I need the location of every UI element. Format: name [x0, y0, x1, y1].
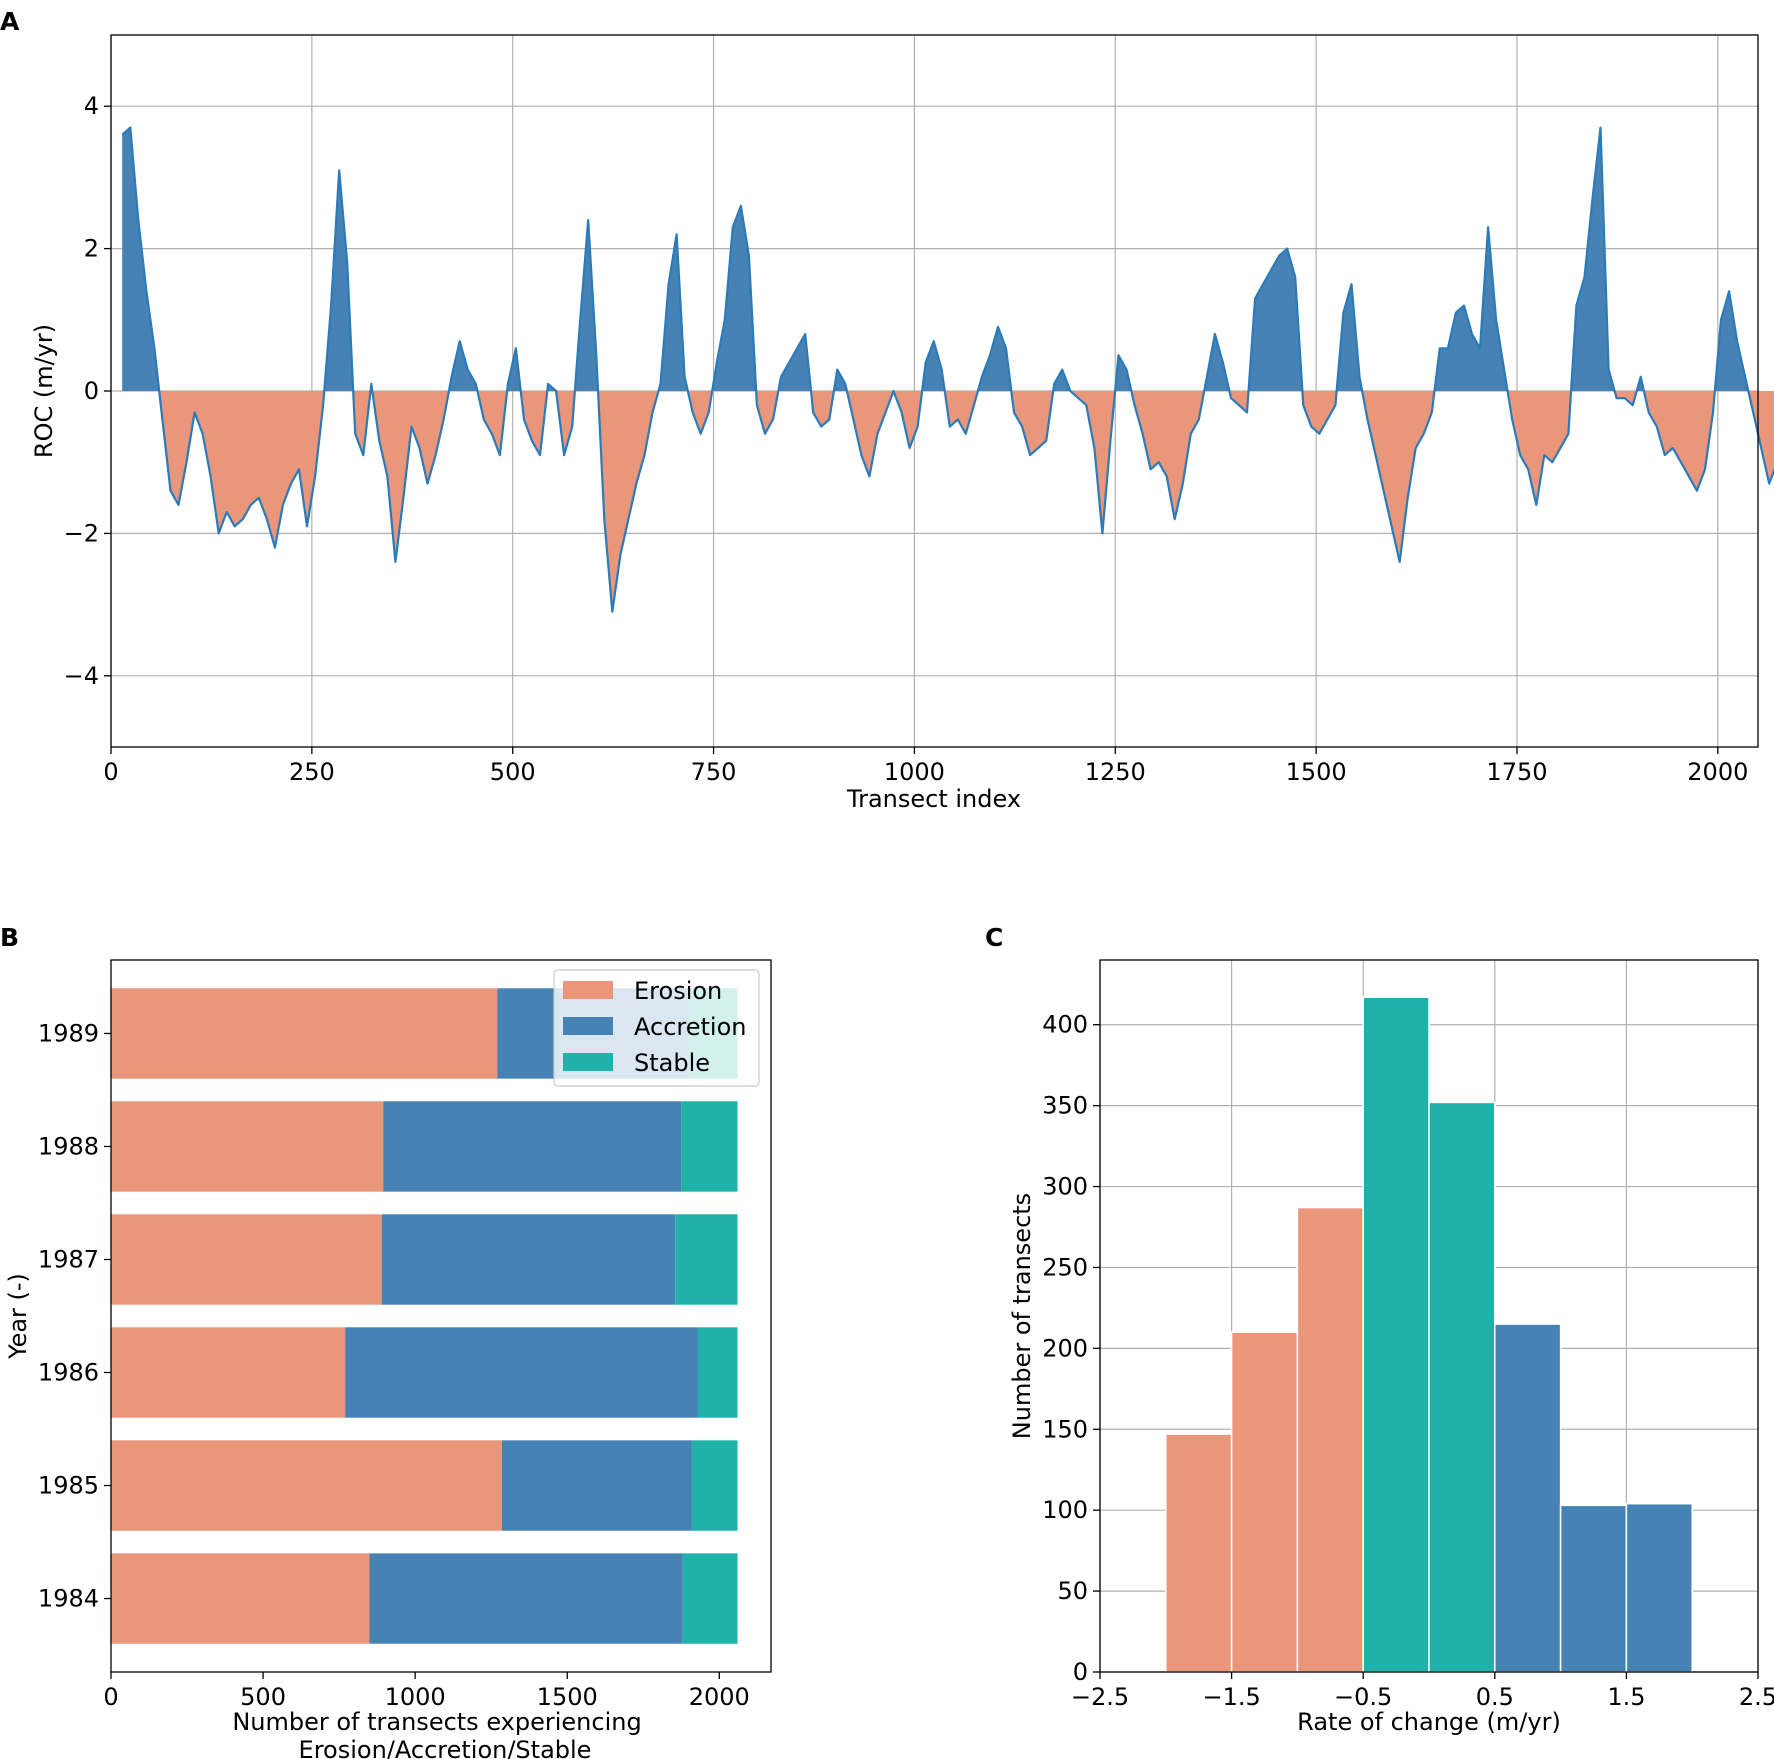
- panel-b-legend: Erosion Accretion Stable: [553, 969, 760, 1087]
- c-xtick-label: −2.5: [1071, 1683, 1129, 1711]
- legend-label-accretion: Accretion: [634, 1013, 746, 1041]
- c-hist-bar: [1296, 1206, 1364, 1673]
- b-ytick-label: 1987: [38, 1245, 99, 1273]
- panel-c: C −2.5 −1.5 −0.5 0.5 1.5 2.5 0 50 100 150 200 250 30…: [985, 923, 1774, 1736]
- a-xtick-label: 1750: [1486, 758, 1547, 786]
- c-ytick-label: 400: [1042, 1011, 1088, 1039]
- panel-b-ylabel: Year (-): [4, 1273, 32, 1360]
- a-ytick-label: 2: [84, 235, 99, 263]
- panel-c-ylabel: Number of transects: [1008, 1193, 1036, 1439]
- b-bar-erosion-1987: [111, 1214, 382, 1305]
- c-hist-bar: [1428, 1101, 1496, 1673]
- legend-swatch-accretion: [563, 1017, 613, 1035]
- panel-b-xlabel-line2: Erosion/Accretion/Stable: [299, 1736, 592, 1759]
- b-bar-accretion-1985: [501, 1440, 692, 1531]
- a-ytick-label: 0: [84, 377, 99, 405]
- c-ytick-label: 50: [1057, 1577, 1088, 1605]
- c-ytick-label: 300: [1042, 1173, 1088, 1201]
- b-ytick-label: 1988: [38, 1132, 99, 1160]
- c-hist-bar: [1559, 1504, 1628, 1673]
- panel-a-label: A: [0, 7, 20, 36]
- c-hist-bar: [1625, 1502, 1693, 1673]
- panel-b-xlabel-line1: Number of transects experiencing: [232, 1708, 641, 1736]
- a-ytick-label: 4: [84, 92, 99, 120]
- a-xtick-label: 1500: [1286, 758, 1347, 786]
- c-ytick-label: 100: [1042, 1496, 1088, 1524]
- panel-a-axes-frame: [110, 34, 1759, 748]
- c-ytick-label: 200: [1042, 1334, 1088, 1362]
- c-hist-bar: [1362, 996, 1430, 1673]
- legend-swatch-erosion: [563, 981, 613, 999]
- b-xtick-label: 1000: [385, 1683, 446, 1711]
- c-hist-bar: [1494, 1323, 1562, 1673]
- c-xtick-label: 2.5: [1739, 1683, 1774, 1711]
- panel-a-xlabel: Transect index: [846, 785, 1021, 813]
- panel-c-xlabel: Rate of change (m/yr): [1297, 1708, 1561, 1736]
- a-xtick-label: 0: [103, 758, 118, 786]
- b-bar-accretion-1988: [383, 1101, 682, 1192]
- b-bar-erosion-1988: [111, 1101, 384, 1192]
- legend-label-erosion: Erosion: [634, 977, 722, 1005]
- b-bar-accretion-1984: [369, 1553, 683, 1644]
- c-xtick-label: −1.5: [1202, 1683, 1260, 1711]
- b-xtick-label: 500: [240, 1683, 286, 1711]
- c-ytick-label: 350: [1042, 1092, 1088, 1120]
- b-xtick-label: 2000: [689, 1683, 750, 1711]
- b-bar-accretion-1987: [381, 1214, 676, 1305]
- panel-c-axes-frame: [1099, 959, 1759, 1673]
- a-xtick-label: 1250: [1085, 758, 1146, 786]
- b-bar-stable-1985: [691, 1440, 738, 1531]
- c-ytick-label: 0: [1073, 1658, 1088, 1686]
- a-roc-line: [121, 126, 1774, 613]
- a-ytick-label: −4: [64, 662, 99, 690]
- b-ytick-label: 1989: [38, 1019, 99, 1047]
- c-hist-bar: [1165, 1433, 1233, 1673]
- b-ytick-label: 1986: [38, 1359, 99, 1387]
- b-bar-erosion-1986: [111, 1327, 346, 1418]
- legend-label-stable: Stable: [634, 1049, 710, 1077]
- a-xtick-label: 750: [691, 758, 737, 786]
- panel-a: A 0 250 500 750 1000 1250 1500 1750 2000−4−2024 …: [0, 7, 1774, 813]
- b-bar-stable-1986: [698, 1327, 738, 1418]
- c-ytick-label: 250: [1042, 1253, 1088, 1281]
- b-xtick-label: 1500: [537, 1683, 598, 1711]
- b-bar-accretion-1986: [345, 1327, 699, 1418]
- c-xtick-label: 1.5: [1607, 1683, 1645, 1711]
- a-xtick-label: 2000: [1687, 758, 1748, 786]
- panel-b-axes-frame: [110, 959, 772, 1673]
- a-xtick-label: 250: [289, 758, 335, 786]
- b-bar-stable-1987: [675, 1214, 738, 1305]
- a-erosion-fill: [159, 391, 1774, 612]
- b-ytick-label: 1985: [38, 1472, 99, 1500]
- panel-a-ylabel: ROC (m/yr): [30, 324, 58, 458]
- b-xtick-label: 0: [103, 1683, 118, 1711]
- c-hist-bar: [1230, 1331, 1299, 1673]
- b-bar-erosion-1984: [111, 1553, 370, 1644]
- panel-b: B 1984 1985 1986 1987 1988 1989 0 500 1000 1500 20…: [0, 923, 772, 1759]
- c-xtick-label: 0.5: [1476, 1683, 1514, 1711]
- a-xtick-label: 1000: [884, 758, 945, 786]
- legend-swatch-stable: [563, 1053, 613, 1071]
- panel-c-label: C: [985, 923, 1003, 952]
- b-ytick-label: 1984: [38, 1585, 99, 1613]
- b-bar-erosion-1989: [111, 988, 498, 1079]
- a-accretion-fill: [122, 127, 1749, 391]
- a-xtick-label: 500: [490, 758, 536, 786]
- b-bar-stable-1984: [682, 1553, 738, 1644]
- a-ytick-label: −2: [64, 519, 99, 547]
- c-xtick-label: −0.5: [1334, 1683, 1392, 1711]
- panel-b-label: B: [0, 923, 19, 952]
- c-ytick-label: 150: [1042, 1415, 1088, 1443]
- b-bar-stable-1988: [681, 1101, 738, 1192]
- b-bar-erosion-1985: [111, 1440, 502, 1531]
